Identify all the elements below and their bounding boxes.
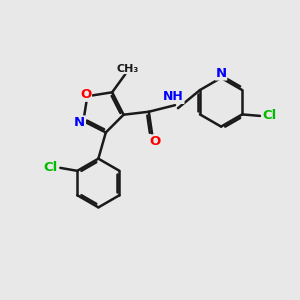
Text: NH: NH	[163, 90, 184, 104]
Text: N: N	[74, 116, 85, 129]
Text: O: O	[80, 88, 92, 101]
Text: Cl: Cl	[44, 161, 58, 174]
Text: O: O	[150, 135, 161, 148]
Text: N: N	[215, 67, 226, 80]
Text: Cl: Cl	[262, 110, 277, 122]
Text: CH₃: CH₃	[117, 64, 139, 74]
